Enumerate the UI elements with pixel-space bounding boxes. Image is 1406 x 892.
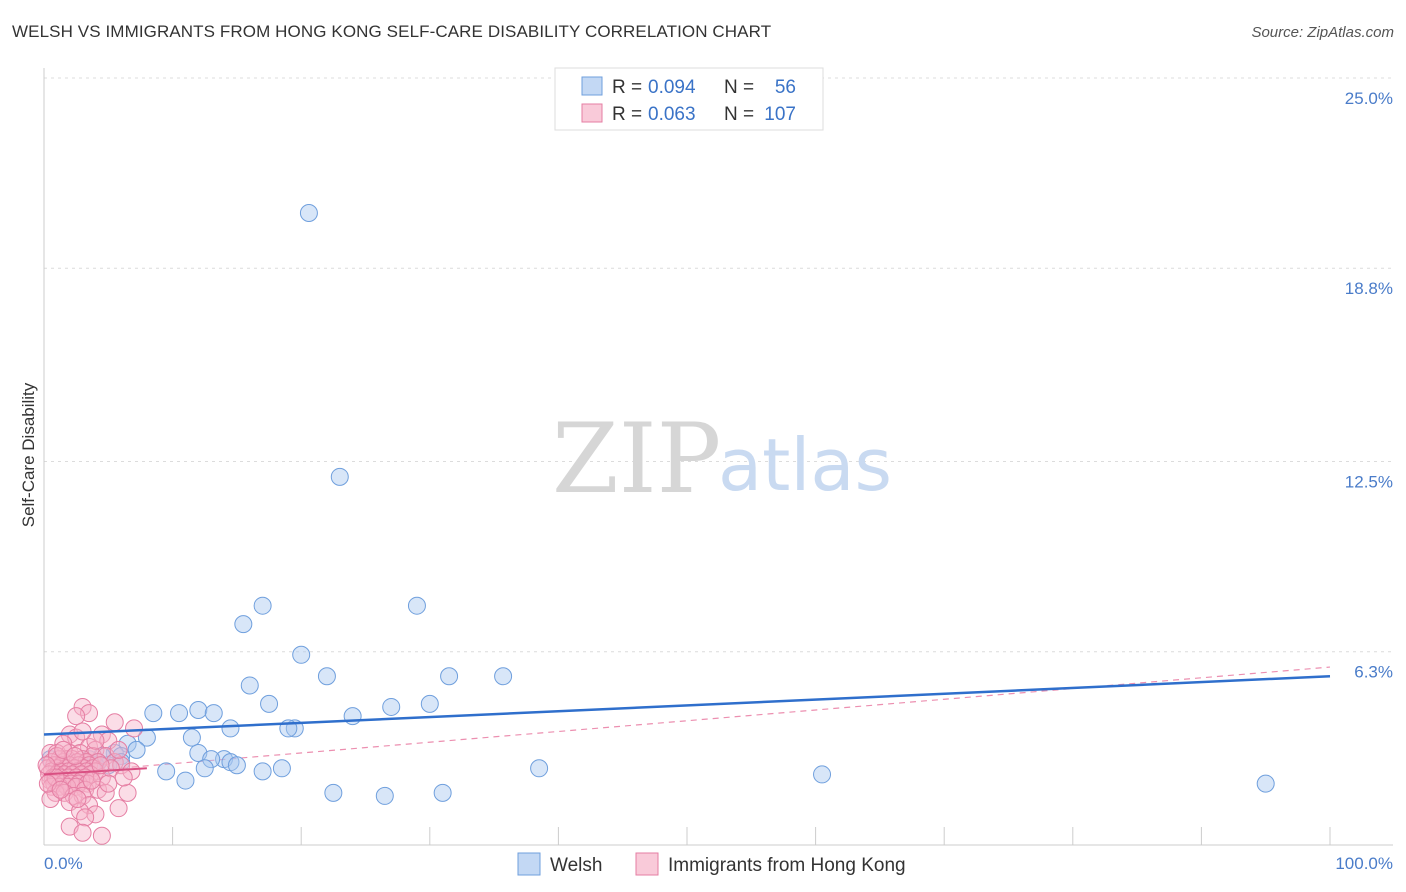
point-0-46	[157, 762, 176, 781]
x-tick-max: 100.0%	[1335, 854, 1393, 873]
legend-n-value-0: 56	[775, 77, 796, 98]
point-0-4	[234, 615, 253, 634]
point-1-100	[82, 771, 101, 790]
point-1-93	[91, 756, 110, 775]
point-1-82	[109, 799, 128, 818]
point-1-4	[125, 719, 144, 738]
point-0-18	[221, 719, 240, 738]
point-0-16	[170, 704, 189, 723]
point-1-103	[51, 780, 70, 799]
legend-n-value-1: 107	[764, 104, 796, 125]
point-0-6	[317, 667, 336, 686]
point-1-92	[101, 759, 120, 778]
point-1-85	[76, 808, 95, 827]
point-1-94	[109, 740, 128, 759]
point-0-22	[182, 728, 201, 747]
point-0-33	[202, 750, 221, 769]
point-1-2	[67, 707, 86, 726]
point-0-5	[292, 645, 311, 664]
point-0-51	[324, 783, 343, 802]
point-0-8	[494, 667, 513, 686]
point-0-53	[433, 783, 452, 802]
point-0-43	[195, 759, 214, 778]
watermark-atlas: atlas	[718, 423, 892, 507]
point-1-104	[68, 789, 87, 808]
point-0-12	[382, 697, 401, 716]
point-0-11	[420, 694, 439, 713]
y-tick-label-2: 18.8%	[1345, 279, 1393, 298]
point-0-2	[253, 596, 272, 615]
y-tick-label-1: 12.5%	[1345, 473, 1393, 492]
bottom-legend-hongkong: Immigrants from Hong Kong	[668, 855, 906, 876]
point-0-1	[330, 467, 349, 486]
legend-swatch-hongkong	[581, 103, 603, 123]
point-0-49	[176, 771, 195, 790]
legend-n-label-1: N =	[724, 104, 754, 125]
bottom-legend-welsh: Welsh	[550, 855, 602, 876]
legend: R = 0.094 N = 56 R = 0.063 N = 107	[554, 67, 824, 131]
point-0-44	[272, 759, 291, 778]
point-1-88	[92, 826, 111, 845]
axes	[43, 68, 1393, 846]
chart-source: Source: ZipAtlas.com	[1251, 24, 1394, 41]
legend-r-value-1: 0.063	[648, 104, 696, 125]
bottom-legend: Welsh Immigrants from Hong Kong	[517, 852, 906, 876]
point-0-3	[407, 596, 426, 615]
point-1-87	[73, 823, 92, 842]
point-1-3	[105, 713, 124, 732]
point-1-97	[54, 740, 73, 759]
point-0-14	[204, 704, 223, 723]
trend-line-0	[43, 675, 1331, 736]
data-points	[37, 203, 1331, 845]
point-0-47	[530, 759, 549, 778]
legend-n-label-0: N =	[724, 77, 754, 98]
point-1-84	[86, 805, 105, 824]
point-1-79	[41, 789, 60, 808]
chart-title: WELSH VS IMMIGRANTS FROM HONG KONG SELF-…	[12, 22, 772, 41]
grid-lines	[44, 77, 1393, 653]
point-1-101	[37, 756, 56, 775]
trend-line-1	[43, 767, 147, 776]
point-1-99	[65, 747, 84, 766]
y-tick-label-0: 6.3%	[1354, 663, 1393, 682]
point-0-13	[189, 701, 208, 720]
x-tick-min: 0.0%	[44, 854, 83, 873]
point-0-15	[144, 704, 163, 723]
legend-r-label-0: R =	[612, 77, 642, 98]
bottom-legend-swatch-welsh	[517, 852, 541, 876]
point-0-17	[343, 707, 362, 726]
point-0-7	[440, 667, 459, 686]
legend-swatch-welsh	[581, 76, 603, 96]
point-0-9	[240, 676, 259, 695]
point-0-0	[299, 203, 318, 222]
point-1-78	[118, 783, 137, 802]
watermark-zip: ZIP	[552, 403, 721, 515]
y-axis-label: Self-Care Disability	[19, 382, 38, 527]
watermark: ZIP atlas	[552, 403, 892, 515]
legend-r-label-1: R =	[612, 104, 642, 125]
point-0-48	[813, 765, 832, 784]
point-0-10	[260, 694, 279, 713]
legend-r-value-0: 0.094	[648, 77, 696, 98]
point-1-105	[99, 774, 118, 793]
point-1-106	[114, 768, 133, 787]
bottom-legend-swatch-hongkong	[635, 852, 659, 876]
point-0-52	[375, 786, 394, 805]
y-tick-label-3: 25.0%	[1345, 89, 1393, 108]
y-tick-labels: 6.3% 12.5% 18.8% 25.0%	[1345, 89, 1393, 682]
point-0-50	[1256, 774, 1275, 793]
point-0-24	[127, 740, 146, 759]
point-0-45	[253, 762, 272, 781]
point-0-35	[227, 756, 246, 775]
